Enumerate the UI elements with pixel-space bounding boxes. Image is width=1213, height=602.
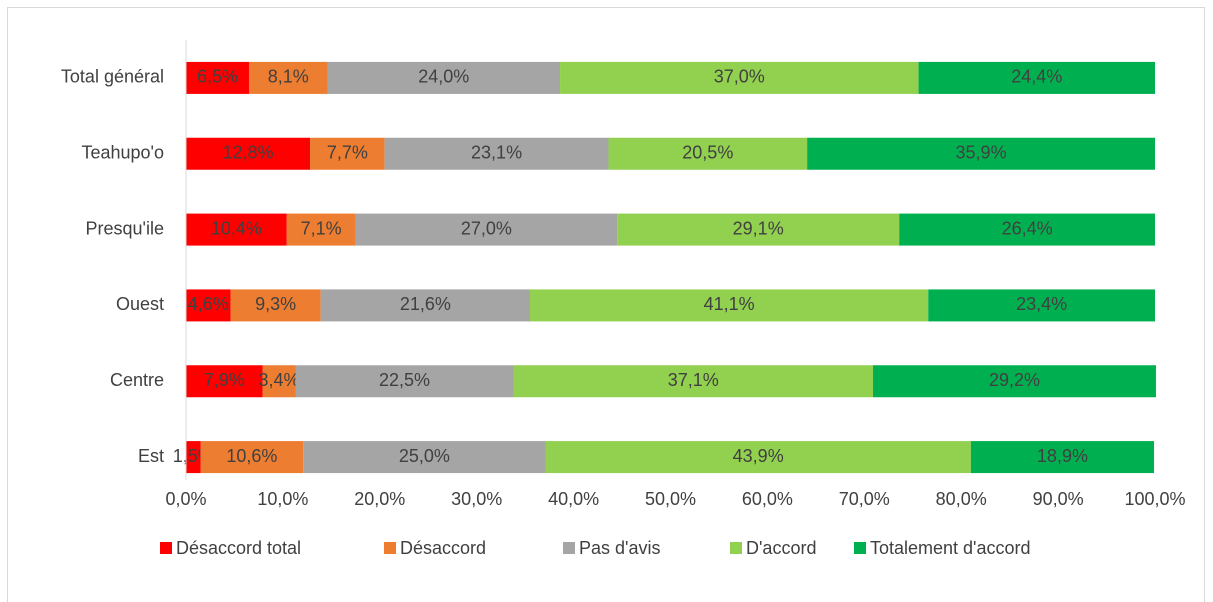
bar-segment (807, 137, 1155, 170)
data-label: 29,1% (733, 218, 784, 238)
x-tick-label: 50,0% (645, 489, 696, 509)
data-label: 12,8% (222, 143, 273, 163)
bar-segment (513, 365, 874, 398)
legend-swatch (160, 542, 172, 554)
legend-label: D'accord (746, 538, 816, 558)
data-label: 20,5% (682, 143, 733, 163)
data-label: 18,9% (1037, 446, 1088, 466)
data-label: 37,1% (668, 370, 719, 390)
bar-segment (918, 61, 1155, 94)
bar-segment (186, 61, 249, 94)
data-label: 43,9% (733, 446, 784, 466)
data-label: 21,6% (400, 294, 451, 314)
data-label: 24,4% (1011, 67, 1062, 87)
data-label: 24,0% (418, 67, 469, 87)
bar-segment (248, 61, 328, 94)
x-tick-label: 100,0% (1124, 489, 1185, 509)
bar-segment (617, 213, 900, 246)
bar-segment (560, 61, 919, 94)
data-label: 7,9% (204, 370, 245, 390)
data-label: 7,7% (327, 143, 368, 163)
data-label: 9,3% (255, 294, 296, 314)
data-label: 8,1% (268, 67, 309, 87)
data-label: 26,4% (1002, 218, 1053, 238)
bar-segment (899, 213, 1155, 246)
data-label: 37,0% (714, 67, 765, 87)
bar-segment (327, 61, 561, 94)
bar-segment (384, 137, 609, 170)
bar-segment (186, 213, 287, 246)
legend-swatch (384, 542, 396, 554)
x-tick-label: 40,0% (548, 489, 599, 509)
y-tick-label: Ouest (116, 294, 164, 314)
bar-segment (186, 441, 201, 474)
data-label: 4,6% (188, 294, 229, 314)
legend-swatch (563, 542, 575, 554)
bar-segment (970, 441, 1155, 474)
bar-segment (230, 289, 321, 322)
y-tick-label: Presqu'ile (86, 218, 164, 238)
x-tick-label: 90,0% (1033, 489, 1084, 509)
x-tick-label: 60,0% (742, 489, 793, 509)
x-tick-label: 30,0% (451, 489, 502, 509)
legend-label: Désaccord (400, 538, 486, 558)
bar-segment (310, 137, 385, 170)
x-tick-label: 70,0% (839, 489, 890, 509)
bar-segment (286, 213, 356, 246)
bar-segment (303, 441, 546, 474)
bar-segment (295, 365, 514, 398)
bar-segment (608, 137, 808, 170)
legend-swatch (854, 542, 866, 554)
x-tick-label: 0,0% (165, 489, 206, 509)
x-tick-label: 80,0% (936, 489, 987, 509)
legend-label: Totalement d'accord (870, 538, 1031, 558)
x-tick-label: 20,0% (354, 489, 405, 509)
bar-segment (928, 289, 1155, 322)
x-tick-label: 10,0% (257, 489, 308, 509)
y-tick-label: Centre (110, 370, 164, 390)
bar-segment (186, 289, 231, 322)
bar-segment (529, 289, 929, 322)
legend-label: Pas d'avis (579, 538, 660, 558)
legend-swatch (730, 542, 742, 554)
data-label: 41,1% (704, 294, 755, 314)
data-label: 3,4% (259, 370, 300, 390)
data-label: 10,4% (211, 218, 262, 238)
data-label: 23,1% (471, 143, 522, 163)
bar-segment (186, 365, 263, 398)
legend-label: Désaccord total (176, 538, 301, 558)
data-label: 6,5% (197, 67, 238, 87)
data-label: 29,2% (989, 370, 1040, 390)
data-label: 7,1% (301, 218, 342, 238)
y-tick-label: Teahupo'o (81, 143, 164, 163)
data-label: 22,5% (379, 370, 430, 390)
data-label: 23,4% (1016, 294, 1067, 314)
y-tick-label: Total général (61, 67, 164, 87)
data-label: 27,0% (461, 218, 512, 238)
bar-segment (873, 365, 1156, 398)
bar-segment (355, 213, 618, 246)
bar-segment (320, 289, 530, 322)
y-tick-label: Est (138, 446, 164, 466)
data-label: 35,9% (956, 143, 1007, 163)
bar-segment (545, 441, 971, 474)
data-label: 25,0% (399, 446, 450, 466)
bar-segment (186, 137, 311, 170)
bar-segment (200, 441, 304, 474)
bar-segment (262, 365, 296, 398)
data-label: 10,6% (226, 446, 277, 466)
